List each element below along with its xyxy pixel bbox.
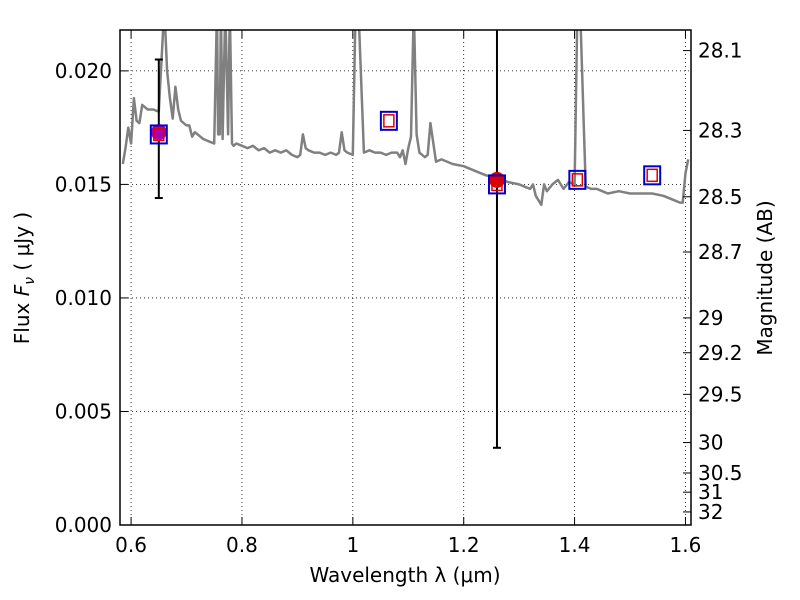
x-axis-ticks: 0.6 0.8 1 1.2 1.4 1.6 — [115, 30, 701, 557]
x-tick-label: 0.6 — [115, 533, 147, 557]
observed-points — [150, 124, 505, 188]
magnitude-axis-label: Magnitude (AB) — [753, 200, 777, 355]
x-tick-label: 1 — [346, 533, 359, 557]
y-tick-label: 0.000 — [55, 513, 112, 537]
magnitude-tick-label: 28.7 — [698, 240, 743, 264]
model-box-outer — [568, 169, 587, 190]
x-tick-label: 0.8 — [226, 533, 258, 557]
sed-line — [121, 30, 690, 207]
magnitude-tick-label: 32 — [698, 500, 723, 524]
x-axis-label: Wavelength λ (μm) — [309, 563, 500, 587]
magnitude-tick-label: 31 — [698, 480, 723, 504]
model-flux-boxes — [149, 110, 662, 195]
y-tick-label: 0.010 — [55, 286, 112, 310]
model-box-inner — [383, 114, 395, 128]
x-tick-label: 1.2 — [448, 533, 480, 557]
magnitude-tick-label: 28.1 — [698, 39, 743, 63]
magnitude-tick-label: 29.2 — [698, 341, 743, 365]
model-box-outer — [643, 165, 662, 186]
y-axis-ticks: 0.000 0.005 0.010 0.015 0.020 — [55, 59, 128, 537]
model-box-inner — [571, 173, 584, 187]
magnitude-tick-label: 30 — [698, 431, 723, 455]
error-bars — [154, 30, 501, 449]
sed-model-curve — [121, 30, 690, 207]
magnitude-tick-label: 28.5 — [698, 185, 743, 209]
y-tick-label: 0.020 — [55, 59, 112, 83]
x-tick-label: 1.6 — [670, 533, 702, 557]
model-box-inner — [153, 127, 165, 142]
plot-frame — [119, 29, 692, 526]
model-box-outer — [379, 110, 398, 131]
model-box-outer — [487, 174, 506, 195]
magnitude-tick-label: 29.5 — [698, 382, 743, 406]
y-tick-label: 0.015 — [55, 172, 112, 196]
model-box-inner — [646, 168, 658, 183]
y-tick-label: 0.005 — [55, 399, 112, 423]
magnitude-tick-label: 29 — [698, 306, 723, 330]
x-tick-label: 1.4 — [559, 533, 591, 557]
grid-lines — [120, 30, 691, 526]
y-axis-label: Flux Fν ( μJy ) — [10, 212, 38, 344]
model-box-inner — [491, 177, 503, 192]
magnitude-tick-label: 28.3 — [698, 118, 743, 142]
magnitude-tick-label: 30.5 — [698, 461, 743, 485]
model-box-outer — [149, 124, 168, 145]
